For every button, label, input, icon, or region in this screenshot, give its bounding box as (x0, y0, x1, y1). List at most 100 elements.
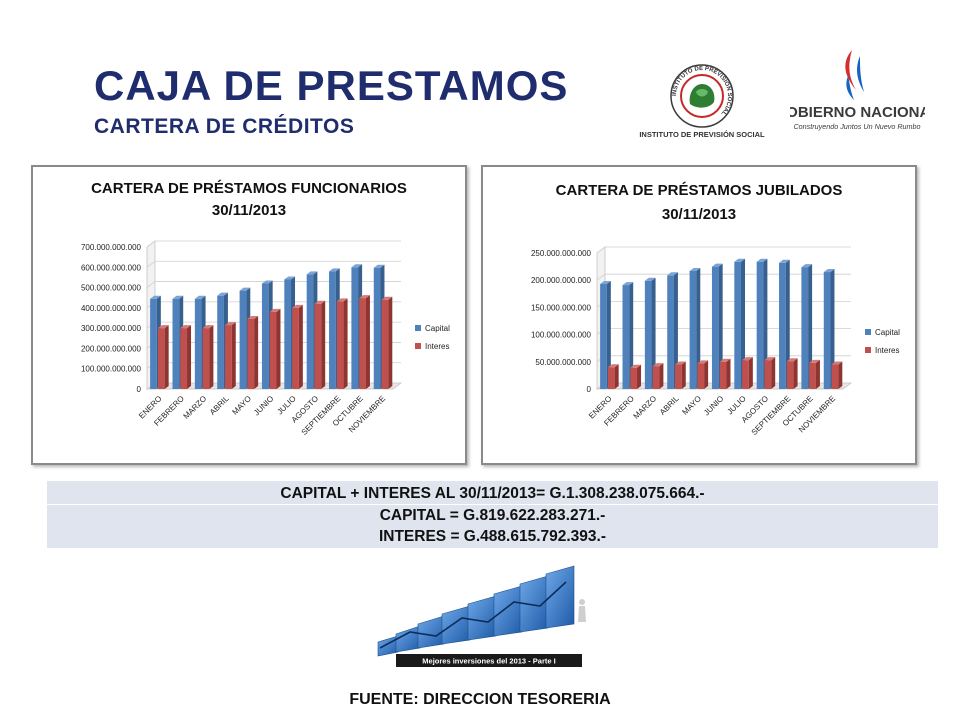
funcionarios-bar-top (239, 287, 251, 291)
funcionarios-bar-front (292, 307, 299, 389)
jubilados-bar-side (659, 363, 664, 389)
jubilados-bar-capital (600, 281, 611, 389)
funcionarios-bar-front (202, 328, 210, 389)
jubilados-bar-top (764, 357, 776, 361)
jubilados-y-tick-label: 200.000.000.000 (531, 276, 592, 285)
funcionarios-bar-front (239, 290, 247, 389)
funcionarios-bar-front (261, 283, 269, 389)
jubilados-bar-side (830, 269, 835, 389)
funcionarios-bar-top (381, 296, 393, 300)
funcionarios-bar-interes (157, 325, 169, 389)
jubilados-bar-capital (756, 258, 768, 389)
funcionarios-x-tick-label: MARZO (182, 394, 209, 421)
funcionarios-bar-interes (292, 304, 303, 389)
funcionarios-bar-front (180, 328, 188, 389)
jubilados-bar-side (704, 360, 709, 389)
funcionarios-x-tick-label: JUNIO (252, 394, 275, 417)
chart-jubilados: CARTERA DE PRÉSTAMOS JUBILADOS 30/11/2013… (481, 165, 917, 465)
funcionarios-bar-interes (202, 325, 214, 389)
jubilados-x-tick-label: JUNIO (702, 394, 725, 417)
jubilados-bar-interes (697, 360, 709, 389)
summary-capital: CAPITAL = G.819.622.283.271.- (379, 507, 606, 524)
jubilados-y-tick-label: 150.000.000.000 (531, 303, 592, 312)
jubilados-bar-side (808, 264, 813, 389)
funcionarios-bar-top (194, 295, 206, 299)
funcionarios-legend-label: Capital (425, 324, 450, 333)
funcionarios-gridline-side (146, 281, 156, 288)
funcionarios-chart-title: CARTERA DE PRÉSTAMOS FUNCIONARIOS (91, 180, 407, 197)
summary-total: CAPITAL + INTERES AL 30/11/2013= G.1.308… (280, 485, 705, 502)
funcionarios-bar-front (217, 295, 224, 389)
funcionarios-bar-front (359, 298, 366, 389)
jubilados-bar-top (742, 357, 753, 361)
jubilados-bar-capital (801, 264, 813, 389)
jubilados-bar-interes (607, 364, 619, 389)
jubilados-bar-interes (675, 361, 686, 389)
jubilados-bar-front (764, 360, 772, 389)
jubilados-bar-capital (823, 269, 835, 389)
jubilados-bar-side (748, 357, 753, 389)
jubilados-chart-title: CARTERA DE PRÉSTAMOS JUBILADOS (556, 182, 843, 199)
stair-bars-icon (377, 565, 575, 657)
funcionarios-bar-top (306, 271, 318, 275)
funcionarios-bar-interes (381, 296, 393, 389)
funcionarios-bar-front (225, 325, 232, 389)
jubilados-bar-front (719, 361, 727, 389)
jubilados-bar-interes (630, 364, 642, 389)
summary-box: CAPITAL + INTERES AL 30/11/2013= G.1.308… (47, 481, 938, 548)
funcionarios-bar-front (314, 303, 322, 389)
jubilados-bar-capital (644, 277, 656, 389)
funcionarios-bar-front (157, 328, 165, 389)
jubilados-bar-front (786, 361, 794, 389)
jubilados-bar-top (711, 263, 723, 267)
jubilados-bar-front (734, 261, 742, 389)
jubilados-legend-swatch (865, 347, 871, 353)
jubilados-bar-front (675, 364, 682, 389)
jubilados-bar-interes (764, 357, 776, 389)
jubilados-chart-subtitle: 30/11/2013 (662, 206, 736, 223)
jubilados-bar-side (771, 357, 776, 389)
jubilados-bar-interes (719, 358, 731, 389)
page-subtitle: CARTERA DE CRÉDITOS (94, 115, 355, 138)
jubilados-bar-side (815, 359, 820, 389)
jubilados-bar-front (600, 284, 607, 389)
jubilados-legend-label: Capital (875, 328, 900, 337)
jubilados-bar-front (809, 362, 816, 389)
jubilados-bar-side (629, 282, 634, 389)
jubilados-legend-label: Interes (875, 346, 899, 355)
jubilados-bar-top (630, 364, 642, 368)
funcionarios-chart-subtitle: 30/11/2013 (212, 202, 286, 219)
funcionarios-bar-top (269, 308, 281, 312)
funcionarios-bar-front (247, 319, 255, 389)
funcionarios-y-tick-label: 0 (137, 385, 142, 394)
funcionarios-bar-front (284, 279, 292, 389)
funcionarios-x-tick-label: ABRIL (208, 394, 231, 417)
jubilados-bar-front (711, 266, 719, 389)
jubilados-bar-front (644, 280, 652, 389)
funcionarios-bar-top (351, 264, 363, 268)
page-title: CAJA DE PRESTAMOS (94, 62, 569, 109)
jubilados-bar-capital (689, 267, 701, 389)
jubilados-bar-front (779, 262, 786, 389)
funcionarios-bar-side (298, 304, 303, 389)
ips-logo: INSTITUTO DE PREVISIÓN SOCIAL INSTITUTO … (639, 64, 765, 139)
funcionarios-bar-top (314, 300, 326, 304)
jubilados-bar-side (741, 258, 746, 389)
jubilados-y-tick-label: 100.000.000.000 (531, 331, 592, 340)
jubilados-bar-interes (742, 357, 753, 389)
funcionarios-bar-interes (247, 316, 259, 389)
chart-funcionarios-svg: CARTERA DE PRÉSTAMOS FUNCIONARIOS 30/11/2… (81, 180, 450, 437)
jubilados-bar-capital (734, 258, 746, 389)
jubilados-bar-front (667, 275, 674, 389)
funcionarios-bar-top (180, 325, 192, 329)
funcionarios-bar-interes (314, 300, 326, 389)
jubilados-bar-top (644, 277, 656, 281)
funcionarios-bar-side (343, 298, 348, 389)
jubilados-bar-front (652, 366, 660, 389)
funcionarios-bar-interes (269, 308, 281, 389)
funcionarios-bar-top (336, 298, 348, 302)
funcionarios-legend-label: Interes (425, 342, 449, 351)
ips-caption: INSTITUTO DE PREVISIÓN SOCIAL (639, 130, 765, 139)
jubilados-bar-front (622, 285, 630, 389)
jubilados-bar-top (667, 272, 678, 276)
